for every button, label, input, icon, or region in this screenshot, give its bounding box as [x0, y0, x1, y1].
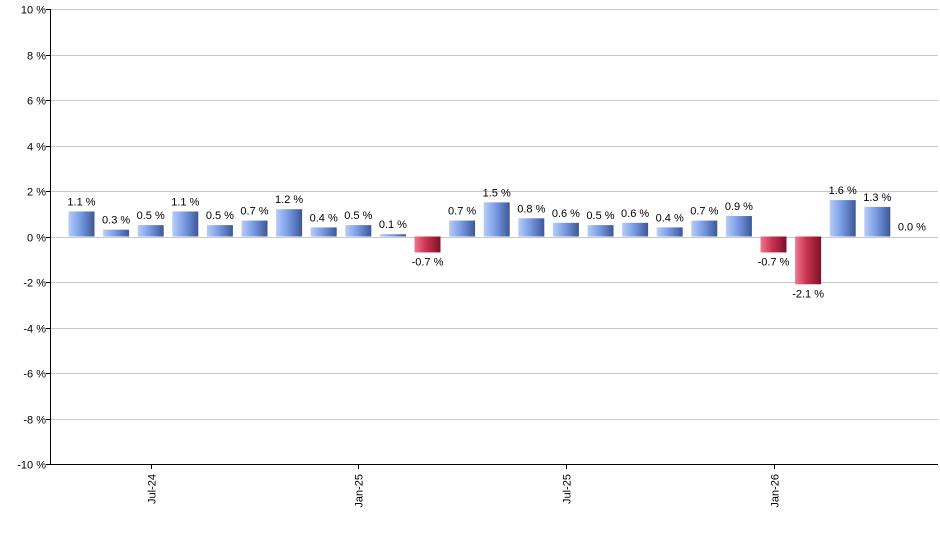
bar — [379, 234, 406, 237]
bar — [552, 222, 579, 237]
bar — [137, 225, 164, 237]
x-tick-label: Jul-25 — [562, 474, 574, 504]
bar — [241, 220, 268, 237]
data-label: 0.5 % — [206, 210, 234, 222]
y-tick-label: 8 % — [27, 51, 46, 63]
data-label: 1.6 % — [829, 185, 857, 197]
bar — [518, 218, 545, 237]
bar — [656, 227, 683, 237]
data-label: 0.4 % — [310, 212, 338, 224]
y-tick-label: 6 % — [27, 96, 46, 108]
bar — [345, 225, 372, 237]
y-tick-label: -10 % — [17, 460, 46, 472]
bar — [864, 206, 891, 237]
data-label: 1.1 % — [171, 196, 199, 208]
x-tick-label: Jul-24 — [147, 474, 159, 504]
y-tick-label: -6 % — [23, 369, 46, 381]
bar — [103, 229, 130, 237]
data-label: 0.4 % — [656, 212, 684, 224]
bar — [795, 236, 822, 285]
bar — [414, 236, 441, 253]
data-label: 1.3 % — [863, 192, 891, 204]
bar — [276, 209, 303, 237]
data-label: 1.2 % — [275, 194, 303, 206]
bar — [449, 220, 476, 237]
data-label: 0.7 % — [448, 206, 476, 218]
data-label: 0.5 % — [137, 210, 165, 222]
x-tick-label: Jan-25 — [354, 474, 366, 508]
data-label: 0.9 % — [725, 201, 753, 213]
bar — [172, 211, 199, 237]
y-tick-label: 2 % — [27, 187, 46, 199]
axes — [50, 9, 938, 465]
bar — [68, 211, 95, 237]
data-label: 0.1 % — [379, 219, 407, 231]
data-label: 0.8 % — [517, 203, 545, 215]
data-label: 0.3 % — [102, 215, 130, 227]
data-label: -2.1 % — [792, 288, 824, 300]
bar — [622, 222, 649, 237]
y-tick-label: 0 % — [27, 233, 46, 245]
x-axis-ticks: Jul-24 Jan-25 Jul-25 Jan-26 — [147, 464, 782, 508]
y-tick-label: 4 % — [27, 142, 46, 154]
bar — [760, 236, 787, 253]
bar — [310, 227, 337, 237]
data-label: 0.5 % — [586, 210, 614, 222]
data-label: 0.0 % — [898, 222, 926, 234]
bars — [68, 200, 891, 285]
data-label: 0.6 % — [552, 208, 580, 220]
bar — [483, 202, 510, 237]
x-tick-label: Jan-26 — [770, 474, 782, 508]
data-label: 0.6 % — [621, 208, 649, 220]
data-label: 0.5 % — [344, 210, 372, 222]
y-axis-ticks: 10 % 8 % 6 % 4 % 2 % 0 % -2 % -4 % -6 % -8 % -10 % — [17, 5, 50, 472]
data-label: -0.7 % — [758, 256, 790, 268]
data-labels: 1.1 % 0.3 % 0.5 % 1.1 % 0.5 % 0.7 % 1.2 % 0.4 %… — [67, 185, 926, 300]
data-label: 1.5 % — [483, 187, 511, 199]
y-tick-label: -4 % — [23, 324, 46, 336]
data-label: -0.7 % — [412, 256, 444, 268]
data-label: 1.1 % — [67, 196, 95, 208]
data-label: 0.7 % — [690, 206, 718, 218]
bar — [829, 200, 856, 237]
bar — [206, 225, 233, 237]
y-tick-label: 10 % — [21, 5, 46, 17]
bar — [725, 216, 752, 237]
y-tick-label: -2 % — [23, 278, 46, 290]
bar — [691, 220, 718, 237]
y-tick-label: -8 % — [23, 415, 46, 427]
data-label: 0.7 % — [240, 206, 268, 218]
bar — [587, 225, 614, 237]
